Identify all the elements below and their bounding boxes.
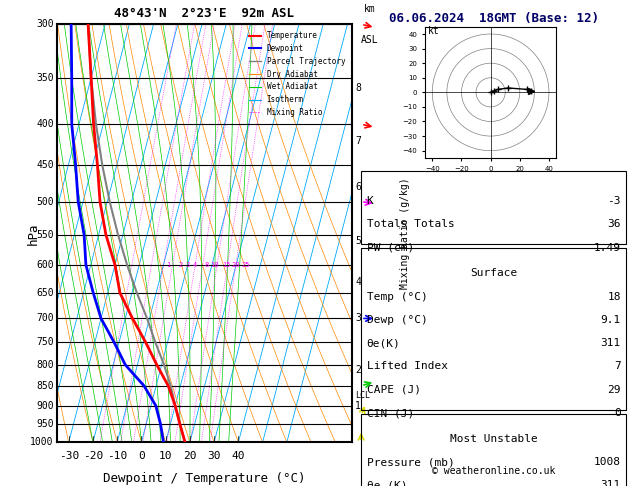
Text: 1: 1 [355,400,361,411]
Text: 950: 950 [36,419,53,430]
Text: 700: 700 [36,313,53,324]
Text: 0: 0 [138,451,145,461]
Text: Dewp (°C): Dewp (°C) [367,315,427,325]
Text: 29: 29 [608,385,621,395]
Text: θe (K): θe (K) [367,481,407,486]
Text: 10: 10 [210,262,219,268]
Text: 20: 20 [183,451,197,461]
Text: 48°43'N  2°23'E  92m ASL: 48°43'N 2°23'E 92m ASL [114,7,294,20]
Text: 6: 6 [355,182,361,192]
Text: 3: 3 [355,313,361,324]
Text: Surface: Surface [470,268,518,278]
Text: 40: 40 [231,451,245,461]
Text: hPa: hPa [26,222,40,244]
Text: 500: 500 [36,197,53,207]
Text: 20: 20 [232,262,240,268]
Text: CAPE (J): CAPE (J) [367,385,421,395]
Text: Totals Totals: Totals Totals [367,219,454,229]
Text: 3: 3 [186,262,190,268]
Text: 8: 8 [205,262,209,268]
Text: -10: -10 [107,451,127,461]
Text: © weatheronline.co.uk: © weatheronline.co.uk [432,466,555,476]
Text: 18: 18 [608,292,621,301]
Text: 15: 15 [222,262,231,268]
Text: 900: 900 [36,400,53,411]
Text: 1008: 1008 [594,457,621,467]
Bar [361,414,626,486]
Text: 750: 750 [36,337,53,347]
Text: 7: 7 [355,136,361,146]
Text: 10: 10 [159,451,172,461]
Bar [361,171,626,244]
Text: -3: -3 [608,196,621,206]
Text: 350: 350 [36,73,53,83]
Text: Mixing Ratio (g/kg): Mixing Ratio (g/kg) [401,177,411,289]
Text: 8: 8 [355,83,361,93]
Text: 450: 450 [36,160,53,170]
Text: 5: 5 [355,236,361,246]
Text: 600: 600 [36,260,53,270]
Legend: Temperature, Dewpoint, Parcel Trajectory, Dry Adiabat, Wet Adiabat, Isotherm, Mi: Temperature, Dewpoint, Parcel Trajectory… [246,28,348,120]
Text: 400: 400 [36,119,53,129]
Text: 06.06.2024  18GMT (Base: 12): 06.06.2024 18GMT (Base: 12) [389,12,599,25]
Text: 311: 311 [601,338,621,348]
Text: kt: kt [428,26,440,36]
Text: CIN (J): CIN (J) [367,408,414,418]
Text: Dewpoint / Temperature (°C): Dewpoint / Temperature (°C) [103,471,306,485]
Text: 2: 2 [355,365,361,375]
Text: 550: 550 [36,230,53,240]
Text: Most Unstable: Most Unstable [450,434,538,444]
Text: -30: -30 [58,451,79,461]
Text: 300: 300 [36,19,53,29]
Text: K: K [367,196,374,206]
Text: 800: 800 [36,360,53,370]
Text: Pressure (mb): Pressure (mb) [367,457,454,467]
Text: Lifted Index: Lifted Index [367,362,448,371]
Text: 7: 7 [614,362,621,371]
Text: ASL: ASL [361,35,379,45]
Text: 1.49: 1.49 [594,243,621,253]
Text: 0: 0 [614,408,621,418]
Text: 4: 4 [193,262,197,268]
Text: θe(K): θe(K) [367,338,401,348]
Text: -20: -20 [83,451,103,461]
Text: LCL: LCL [355,391,370,400]
Text: 25: 25 [242,262,250,268]
Text: 30: 30 [208,451,221,461]
Text: 1: 1 [166,262,170,268]
Text: 36: 36 [608,219,621,229]
Text: 4: 4 [355,277,361,287]
Text: 1000: 1000 [30,437,53,447]
Text: PW (cm): PW (cm) [367,243,414,253]
Text: 850: 850 [36,381,53,391]
Text: 2: 2 [178,262,182,268]
Text: Temp (°C): Temp (°C) [367,292,427,301]
Text: 311: 311 [601,481,621,486]
Bar [361,248,626,410]
Text: 650: 650 [36,288,53,298]
Text: km: km [364,4,376,14]
Text: 9.1: 9.1 [601,315,621,325]
